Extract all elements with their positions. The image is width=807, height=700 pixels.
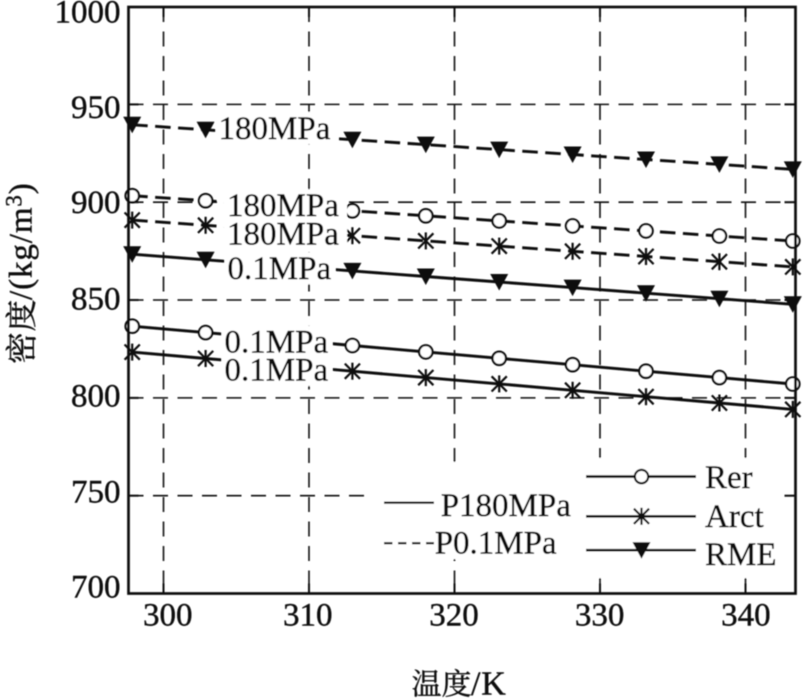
svg-text:950: 950 <box>71 90 121 126</box>
svg-text:Arct: Arct <box>705 499 764 535</box>
svg-text:P180MPa: P180MPa <box>441 488 572 524</box>
svg-text:180MPa: 180MPa <box>219 111 331 147</box>
svg-text:320: 320 <box>429 598 479 634</box>
svg-text:P0.1MPa: P0.1MPa <box>435 526 557 562</box>
svg-text:800: 800 <box>71 379 121 415</box>
svg-text:340: 340 <box>721 598 771 634</box>
svg-text:850: 850 <box>71 282 121 318</box>
svg-text:750: 750 <box>71 474 121 510</box>
svg-text:310: 310 <box>283 598 333 634</box>
svg-text:/K: /K <box>471 666 507 700</box>
svg-text:1000: 1000 <box>55 0 121 31</box>
svg-text:0.1MPa: 0.1MPa <box>225 353 329 389</box>
svg-text:Rer: Rer <box>705 460 753 496</box>
svg-text:180MPa: 180MPa <box>227 216 339 252</box>
svg-text:900: 900 <box>71 185 121 221</box>
svg-text:300: 300 <box>143 598 193 634</box>
svg-text:330: 330 <box>575 598 625 634</box>
svg-text:RME: RME <box>705 537 777 573</box>
svg-text:700: 700 <box>71 569 121 605</box>
svg-text:0.1MPa: 0.1MPa <box>228 251 332 287</box>
